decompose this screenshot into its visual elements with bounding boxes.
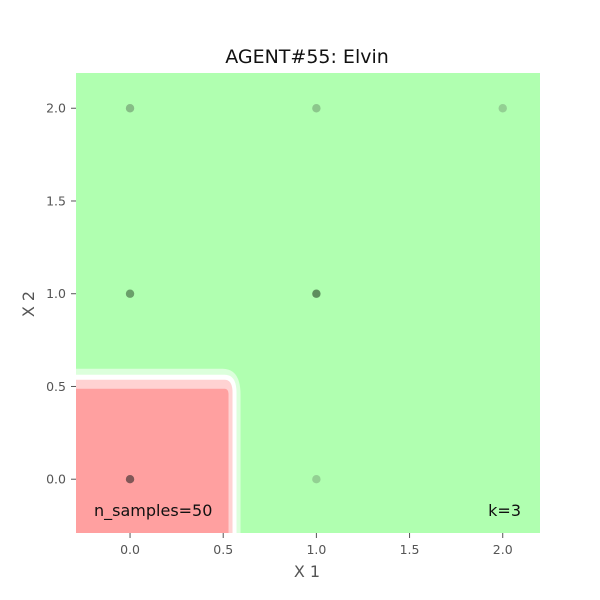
data-point-red — [125, 475, 135, 484]
x-tick-label: 0.0 — [120, 542, 140, 557]
region-red — [76, 388, 229, 533]
plot-area — [76, 73, 540, 533]
x-tick-label: 1.5 — [400, 542, 420, 557]
y-tick-label: 0.5 — [46, 379, 66, 394]
x-tick-label: 2.0 — [493, 542, 513, 557]
y-tick-label: 2.0 — [46, 101, 66, 116]
data-point-green — [312, 289, 321, 298]
y-tick-label: 1.0 — [46, 286, 66, 301]
x-tick-label: 1.0 — [306, 542, 326, 557]
data-points — [125, 104, 507, 484]
data-point-green — [125, 289, 135, 298]
y-axis: 0.0 0.5 1.0 1.5 2.0 — [46, 101, 76, 487]
x-axis-label: X 1 — [294, 562, 320, 581]
n-samples-annotation: n_samples=50 — [94, 501, 212, 521]
y-tick-label: 1.5 — [46, 193, 66, 208]
k-annotation: k=3 — [488, 501, 521, 520]
data-point-green — [312, 104, 321, 113]
x-tick-label: 0.5 — [213, 542, 233, 557]
chart-title: AGENT#55: Elvin — [225, 46, 389, 68]
data-point-green — [312, 475, 321, 484]
x-axis: 0.0 0.5 1.0 1.5 2.0 — [120, 533, 513, 557]
data-point-green — [498, 104, 507, 113]
y-tick-label: 0.0 — [46, 472, 66, 487]
y-axis-label: X 2 — [19, 291, 38, 317]
data-point-green — [125, 104, 135, 113]
